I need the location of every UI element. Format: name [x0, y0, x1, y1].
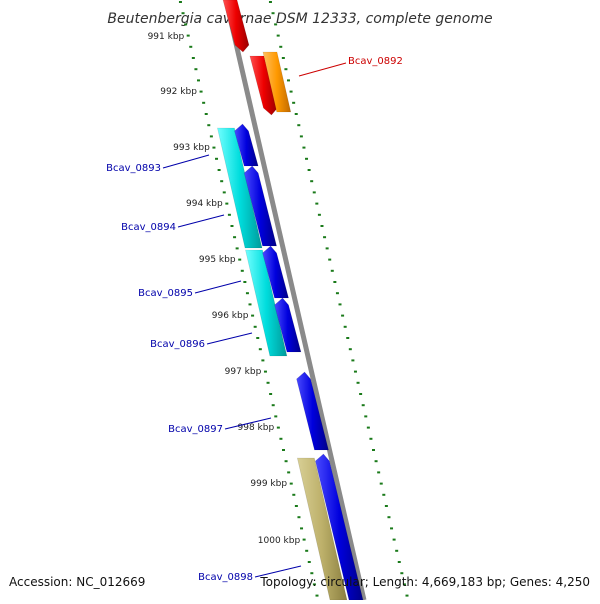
kbp-label: 996 kbp — [212, 311, 249, 321]
gene-feature-bcav-0894-cds — [243, 165, 277, 247]
gene-feature-bcav-0893-cds — [234, 123, 259, 167]
kbp-label: 995 kbp — [199, 255, 236, 265]
kbp-label: 991 kbp — [148, 32, 185, 42]
gene-feature-red — [249, 55, 278, 116]
gene-label-bcav-0897[interactable]: Bcav_0897 — [168, 424, 223, 435]
gene-label-bcav-0893[interactable]: Bcav_0893 — [106, 163, 161, 174]
leader-line — [298, 62, 347, 77]
gene-feature-red — [222, 0, 250, 53]
kbp-label: 998 kbp — [238, 423, 275, 433]
leader-line — [224, 417, 272, 430]
backbone-line — [223, 0, 367, 601]
kbp-label: 999 kbp — [250, 479, 287, 489]
kbp-label: 1000 kbp — [258, 536, 301, 546]
accession-text: Accession: NC_012669 — [9, 575, 146, 589]
gene-feature-bcav-0897-cds — [296, 371, 329, 451]
gene-feature-bcav-0896-cds — [274, 297, 302, 353]
gene-features — [217, 0, 364, 601]
gene-label-bcav-0892[interactable]: Bcav_0892 — [348, 56, 403, 67]
gene-labels: Bcav_0892 Bcav_0893 Bcav_0894 Bcav_0895 Bcav… — [106, 56, 403, 583]
leader-line — [194, 280, 242, 294]
kbp-label: 993 kbp — [173, 143, 210, 153]
gene-feature-bcav-0895-cds — [262, 245, 289, 299]
gene-label-bcav-0898[interactable]: Bcav_0898 — [198, 572, 253, 583]
leader-line — [254, 565, 302, 578]
gene-feature-bcav-0893 — [217, 127, 263, 249]
leader-line — [177, 214, 225, 228]
gene-label-bcav-0896[interactable]: Bcav_0896 — [150, 339, 205, 350]
gene-label-bcav-0895[interactable]: Bcav_0895 — [138, 288, 193, 299]
gene-feature-bcav-0892 — [262, 51, 292, 113]
leader-line — [206, 332, 253, 345]
gene-label-bcav-0894[interactable]: Bcav_0894 — [121, 222, 176, 233]
kbp-label: 992 kbp — [160, 87, 197, 97]
topology-text: Topology: circular; Length: 4,669,183 bp… — [260, 575, 590, 589]
leader-line — [162, 154, 210, 169]
genome-title: Beutenbergia cavernae DSM 12333, complet… — [107, 11, 492, 27]
gene-feature-bcav-0895 — [245, 249, 288, 357]
kbp-label: 997 kbp — [225, 367, 262, 377]
kbp-label: 994 kbp — [186, 199, 223, 209]
tick-marks: 991 kbp 992 kbp 993 kbp 994 kbp 995 kbp 996 k… — [148, 1, 409, 597]
